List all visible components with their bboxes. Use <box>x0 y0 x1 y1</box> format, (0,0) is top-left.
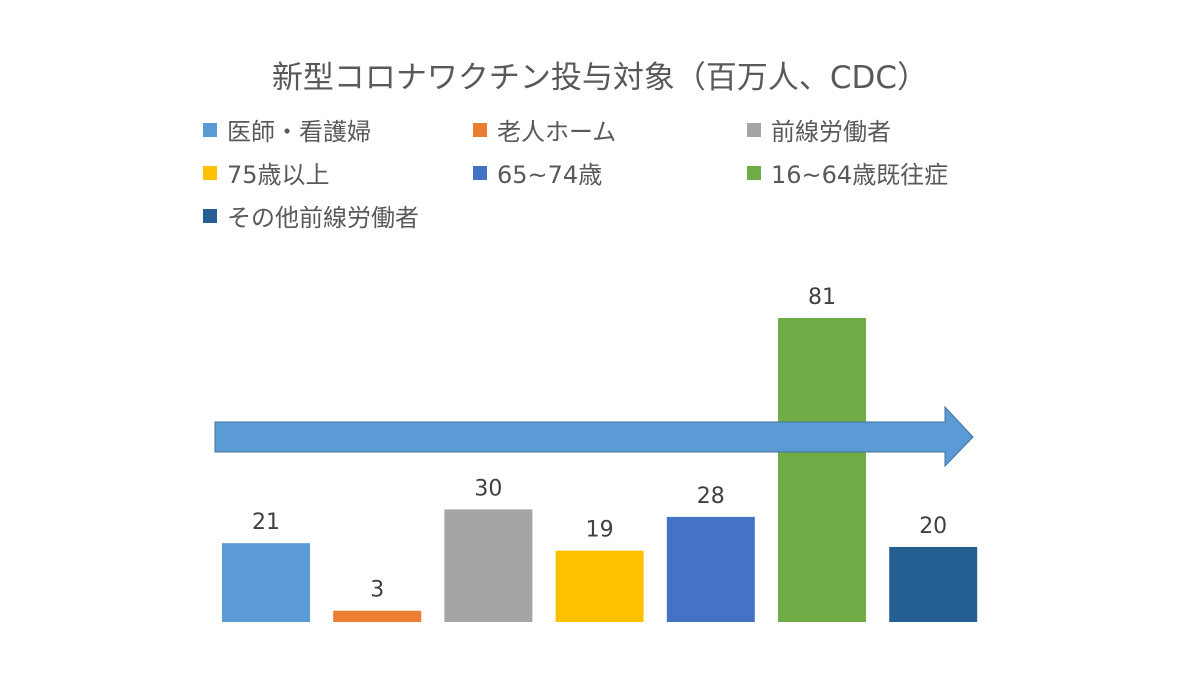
legend-label: その他前線労働者 <box>227 204 419 232</box>
legend-label: 75歳以上 <box>227 161 330 189</box>
legend-label: 老人ホーム <box>497 118 617 146</box>
bar <box>889 546 978 622</box>
legend-item: 75歳以上 <box>203 155 330 190</box>
legend-label: 16~64歳既往症 <box>771 161 949 189</box>
right-arrow-icon <box>214 405 974 468</box>
legend-item: 16~64歳既往症 <box>747 155 948 190</box>
bar <box>333 610 422 622</box>
chart-title: 新型コロナワクチン投与対象（百万人、CDC） <box>271 60 929 96</box>
legend-swatch <box>203 208 217 223</box>
legend-item: 前線労働者 <box>747 112 891 147</box>
data-label: 21 <box>252 510 280 535</box>
bar <box>444 509 533 622</box>
legend-swatch <box>473 165 487 180</box>
data-label: 30 <box>474 476 502 501</box>
legend-swatch <box>747 165 761 180</box>
legend-item: 老人ホーム <box>473 112 616 147</box>
bar <box>666 516 755 622</box>
legend-item: 65~74歳 <box>473 155 602 190</box>
bar <box>555 550 644 622</box>
legend-label: 65~74歳 <box>497 161 603 189</box>
data-label: 20 <box>919 514 947 539</box>
legend-swatch <box>203 122 217 137</box>
bar <box>222 543 310 622</box>
legend-label: 医師・看護婦 <box>227 118 371 146</box>
data-label: 81 <box>808 285 836 310</box>
legend-swatch <box>747 122 761 137</box>
data-label: 19 <box>586 518 614 543</box>
data-label: 28 <box>697 484 725 509</box>
legend-item: 医師・看護婦 <box>203 112 371 147</box>
legend-swatch <box>203 165 217 180</box>
legend-swatch <box>473 122 487 137</box>
data-label: 3 <box>370 578 384 603</box>
bar <box>778 318 866 622</box>
legend-label: 前線労働者 <box>771 118 891 146</box>
legend-item: その他前線労働者 <box>203 198 419 233</box>
